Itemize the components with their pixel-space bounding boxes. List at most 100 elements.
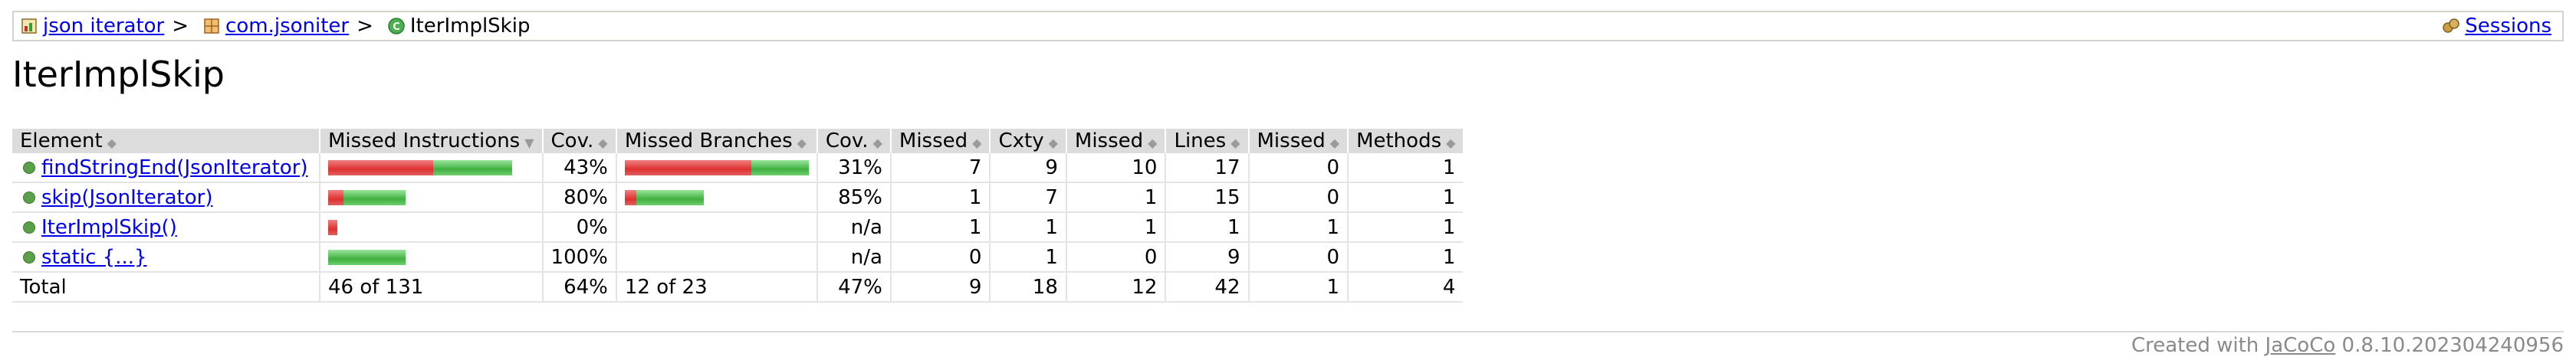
lines: 9 (1165, 242, 1249, 273)
total-methods: 4 (1347, 272, 1464, 303)
breadcrumb-separator: > (356, 15, 373, 38)
breadcrumb-project-link[interactable]: json iterator (43, 15, 165, 38)
header-missed-instructions[interactable]: Missed Instructions ▼ (319, 129, 543, 153)
breadcrumb-project[interactable]: json iterator (14, 15, 164, 38)
method-link[interactable]: IterImplSkip() (41, 215, 177, 239)
footer-divider (12, 331, 2564, 332)
instr-cov: 0% (541, 212, 616, 243)
total-instr-cov: 64% (541, 272, 616, 303)
instr-bar (328, 219, 534, 235)
total-row: Total 46 of 131 64% 12 of 23 47% 9 18 12… (12, 272, 1464, 303)
branch-bar-cell (615, 212, 817, 243)
methods: 1 (1347, 242, 1464, 273)
sort-icon: ◆ (107, 136, 117, 150)
sort-icon: ◆ (797, 136, 807, 150)
instr-missed-bar (328, 189, 344, 205)
method-link[interactable]: skip(JsonIterator) (41, 185, 213, 209)
lines-missed: 0 (1065, 242, 1166, 273)
branch-bar (625, 250, 809, 265)
header-missed-cxty[interactable]: Missed ◆ (889, 129, 991, 153)
element-cell: IterImplSkip() (12, 212, 320, 243)
lines: 1 (1165, 212, 1249, 243)
class-icon: C (388, 18, 405, 34)
total-instr: 46 of 131 (319, 272, 543, 303)
branch-cov: n/a (816, 212, 891, 243)
methods: 1 (1347, 153, 1464, 183)
table-row: skip(JsonIterator) 80% 85% 1 7 1 15 0 1 (12, 182, 1464, 213)
methods: 1 (1347, 212, 1464, 243)
method-icon (23, 192, 35, 204)
lines-missed: 10 (1065, 153, 1166, 183)
breadcrumb-package[interactable]: com.jsoniter (196, 15, 349, 38)
total-methods-missed: 1 (1247, 272, 1349, 303)
method-icon (23, 162, 35, 174)
cxty-missed: 0 (889, 242, 991, 273)
instr-cov: 80% (541, 182, 616, 213)
element-cell: skip(JsonIterator) (12, 182, 320, 213)
methods-missed: 1 (1247, 212, 1349, 243)
instr-bar (328, 249, 534, 265)
header-methods[interactable]: Methods ◆ (1347, 129, 1464, 153)
sessions-link-container[interactable]: Sessions (2436, 15, 2551, 38)
sort-icon: ◆ (1446, 136, 1456, 150)
header-cov-branches[interactable]: Cov. ◆ (816, 129, 891, 153)
instr-bar-cell (319, 242, 543, 273)
total-branch-cov: 47% (816, 272, 891, 303)
jacoco-link[interactable]: JaCoCo (2265, 334, 2336, 357)
sort-desc-icon: ▼ (524, 136, 534, 150)
instr-bar (328, 159, 534, 175)
header-missed-branches[interactable]: Missed Branches ◆ (615, 129, 817, 153)
branch-missed-bar (624, 189, 637, 205)
table-row: static {...} 100% n/a 0 1 0 9 0 1 (12, 242, 1464, 273)
footer: Created with JaCoCo 0.8.10.202304240956 (2131, 334, 2564, 357)
branch-bar (624, 189, 809, 205)
branch-covered-bar (636, 189, 705, 205)
element-cell: findStringEnd(JsonIterator) (12, 153, 320, 183)
total-cxty-missed: 9 (889, 272, 991, 303)
page-title: IterImplSkip (12, 54, 225, 95)
method-link[interactable]: static {...} (41, 245, 147, 269)
instr-missed-bar (328, 219, 337, 235)
svg-text:C: C (393, 21, 400, 33)
branch-bar-cell (615, 153, 817, 183)
footer-version: 0.8.10.202304240956 (2341, 334, 2564, 357)
branch-cov: 85% (816, 182, 891, 213)
breadcrumb-package-link[interactable]: com.jsoniter (225, 15, 350, 38)
sort-icon: ◆ (598, 136, 608, 150)
table-row: findStringEnd(JsonIterator) 43% 31% 7 9 … (12, 153, 1464, 183)
table-row: IterImplSkip() 0% n/a 1 1 1 1 1 1 (12, 212, 1464, 243)
method-link[interactable]: findStringEnd(JsonIterator) (41, 156, 308, 179)
cxty: 9 (989, 153, 1066, 183)
method-icon (23, 251, 35, 264)
total-branches: 12 of 23 (615, 272, 817, 303)
header-cxty[interactable]: Cxty ◆ (989, 129, 1066, 153)
sort-icon: ◆ (1148, 136, 1158, 150)
branch-bar-cell (615, 242, 817, 273)
methods-missed: 0 (1247, 153, 1349, 183)
breadcrumb-separator: > (172, 15, 189, 38)
branch-cov: n/a (816, 242, 891, 273)
header-missed-methods[interactable]: Missed ◆ (1247, 129, 1349, 153)
header-lines[interactable]: Lines ◆ (1165, 129, 1249, 153)
sessions-link[interactable]: Sessions (2465, 15, 2551, 38)
breadcrumb: json iterator > com.jsoniter > C IterImp… (12, 11, 2564, 41)
report-icon (21, 18, 37, 34)
instr-covered-bar (432, 159, 512, 175)
coverage-table: Element ◆ Missed Instructions ▼ Cov. ◆ Miss… (12, 129, 1464, 303)
sort-icon: ◆ (972, 136, 982, 150)
instr-cov: 100% (541, 242, 616, 273)
sort-icon: ◆ (1329, 136, 1340, 150)
sort-icon: ◆ (1230, 136, 1240, 150)
header-cov-instructions[interactable]: Cov. ◆ (541, 129, 616, 153)
header-element[interactable]: Element ◆ (12, 129, 320, 153)
cxty-missed: 1 (889, 182, 991, 213)
footer-created-with: Created with (2131, 334, 2259, 357)
instr-bar-cell (319, 212, 543, 243)
cxty-missed: 7 (889, 153, 991, 183)
instr-bar-cell (319, 182, 543, 213)
total-cxty: 18 (989, 272, 1066, 303)
breadcrumb-current: C IterImplSkip (381, 15, 530, 38)
lines: 17 (1165, 153, 1249, 183)
header-missed-lines[interactable]: Missed ◆ (1065, 129, 1166, 153)
method-icon (23, 221, 35, 234)
